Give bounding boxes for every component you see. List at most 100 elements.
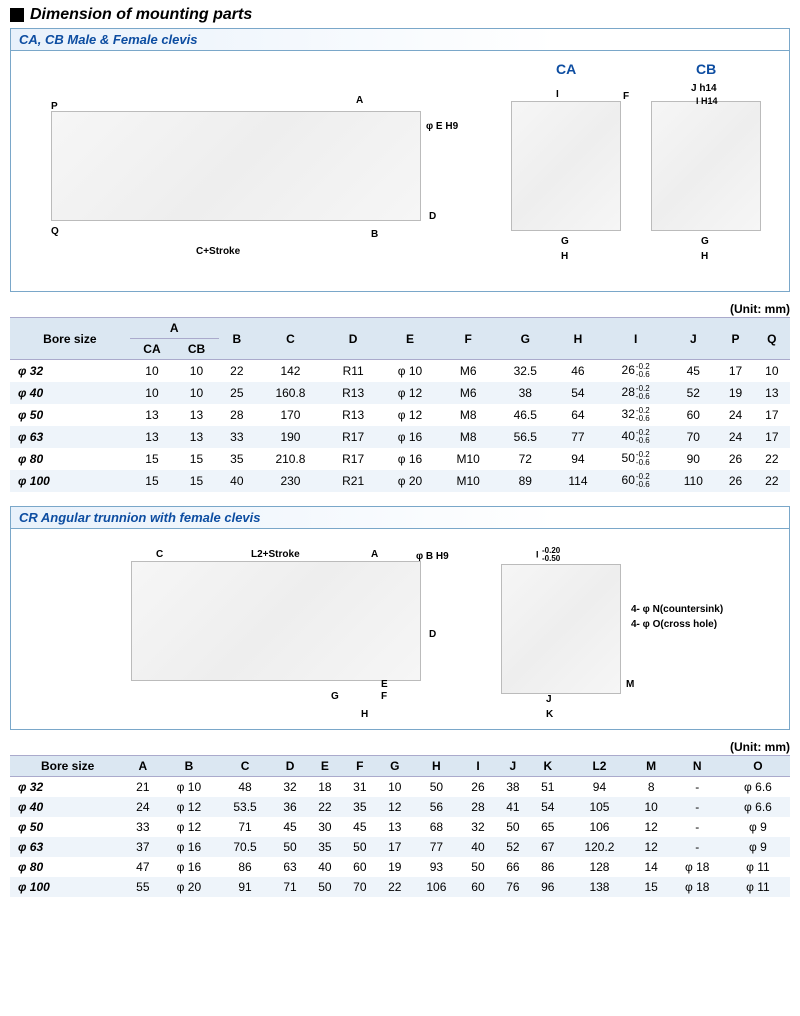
cell: 45 (669, 360, 717, 383)
cell: 46 (554, 360, 602, 383)
table-row: φ 32101022142R11φ 10M632.54626-0.2-0.645… (10, 360, 790, 383)
cell: 63 (273, 857, 308, 877)
page-title-row: Dimension of mounting parts (10, 6, 790, 24)
cell: 17 (754, 404, 790, 426)
cell: 46.5 (497, 404, 554, 426)
table-row: φ 8047φ 1686634060199350668612814φ 18φ 1… (10, 857, 790, 877)
label2-N: 4- φ N(countersink) (631, 604, 723, 615)
cell: 106 (412, 877, 460, 897)
th-I: I (602, 318, 669, 360)
cell: - (669, 837, 726, 857)
cell: 106 (565, 817, 633, 837)
cell: R17 (326, 448, 380, 470)
section-cr-header: CR Angular trunnion with female clevis (11, 507, 789, 529)
cell: 10 (754, 360, 790, 383)
cell: 110 (669, 470, 717, 492)
section-cr: CR Angular trunnion with female clevis C… (10, 506, 790, 730)
cell-bore: φ 50 (10, 817, 125, 837)
cell: 77 (412, 837, 460, 857)
cell: 66 (495, 857, 530, 877)
cell: 50-0.2-0.6 (602, 448, 669, 470)
cell: 40 (461, 837, 496, 857)
th-F: F (440, 318, 497, 360)
cell: 36 (273, 797, 308, 817)
cell: 25 (219, 382, 255, 404)
unit-label-2: (Unit: mm) (10, 740, 790, 754)
cell: φ 12 (160, 797, 217, 817)
cell: 50 (273, 837, 308, 857)
cell: φ 16 (160, 857, 217, 877)
cell: M8 (440, 426, 497, 448)
label2-F: F (381, 691, 387, 702)
cell: 26 (717, 470, 753, 492)
label-C-stroke: C+Stroke (196, 246, 240, 257)
cell: 68 (412, 817, 460, 837)
table-row: φ 3221φ 10483218311050263851948-φ 6.6 (10, 777, 790, 798)
th-CA: CA (130, 339, 175, 360)
title-bullet (10, 8, 24, 22)
cb-end-view (651, 101, 761, 231)
cell: φ 18 (669, 857, 726, 877)
cell: 10 (130, 360, 175, 383)
cell: φ 11 (726, 857, 790, 877)
th2-J: J (495, 756, 530, 777)
cell: 55 (125, 877, 160, 897)
cell: 90 (669, 448, 717, 470)
th-Q: Q (754, 318, 790, 360)
table-row: φ 63131333190R17φ 16M856.57740-0.2-0.670… (10, 426, 790, 448)
cell: φ 10 (160, 777, 217, 798)
cell: 13 (754, 382, 790, 404)
cell: 32 (461, 817, 496, 837)
cr-side-view (131, 561, 421, 681)
th2-G: G (377, 756, 412, 777)
cell: 47 (125, 857, 160, 877)
cell: 12 (634, 817, 669, 837)
th-P: P (717, 318, 753, 360)
th2-O: O (726, 756, 790, 777)
table-row: φ 80151535210.8R17φ 16M10729450-0.2-0.69… (10, 448, 790, 470)
th-J: J (669, 318, 717, 360)
cylinder-side-view (51, 111, 421, 221)
cell: 26 (461, 777, 496, 798)
cell: φ 16 (380, 426, 439, 448)
th-A: A (130, 318, 219, 339)
cell: 77 (554, 426, 602, 448)
cell: 142 (255, 360, 326, 383)
cell: φ 20 (380, 470, 439, 492)
cell: 15 (130, 448, 175, 470)
cell: 45 (273, 817, 308, 837)
cell: 48 (218, 777, 273, 798)
cell: 15 (174, 470, 219, 492)
cell: 22 (377, 877, 412, 897)
cell: 72 (497, 448, 554, 470)
label-E: φ E H9 (426, 121, 458, 132)
cell-bore: φ 50 (10, 404, 130, 426)
cell: φ 12 (160, 817, 217, 837)
cell: 10 (130, 382, 175, 404)
th2-bore: Bore size (10, 756, 125, 777)
cell: R11 (326, 360, 380, 383)
label2-I: I -0.20-0.50 (536, 547, 560, 563)
cell: 17 (754, 426, 790, 448)
cell: 94 (554, 448, 602, 470)
th2-B: B (160, 756, 217, 777)
cell: 17 (717, 360, 753, 383)
cell: 170 (255, 404, 326, 426)
label-A: A (356, 95, 363, 106)
cell: φ 9 (726, 837, 790, 857)
cell: 94 (565, 777, 633, 798)
label-B: B (371, 229, 378, 240)
cell: 13 (174, 426, 219, 448)
section-ca-cb-header: CA, CB Male & Female clevis (11, 29, 789, 51)
cell-bore: φ 32 (10, 777, 125, 798)
unit-label-1: (Unit: mm) (10, 302, 790, 316)
cell: 56.5 (497, 426, 554, 448)
cell: 22 (219, 360, 255, 383)
th-H: H (554, 318, 602, 360)
cell: 33 (125, 817, 160, 837)
label2-H: H (361, 709, 368, 720)
cell: 160.8 (255, 382, 326, 404)
cell: φ 18 (669, 877, 726, 897)
cell: 38 (495, 777, 530, 798)
table-row: φ 4024φ 1253.5362235125628415410510-φ 6.… (10, 797, 790, 817)
